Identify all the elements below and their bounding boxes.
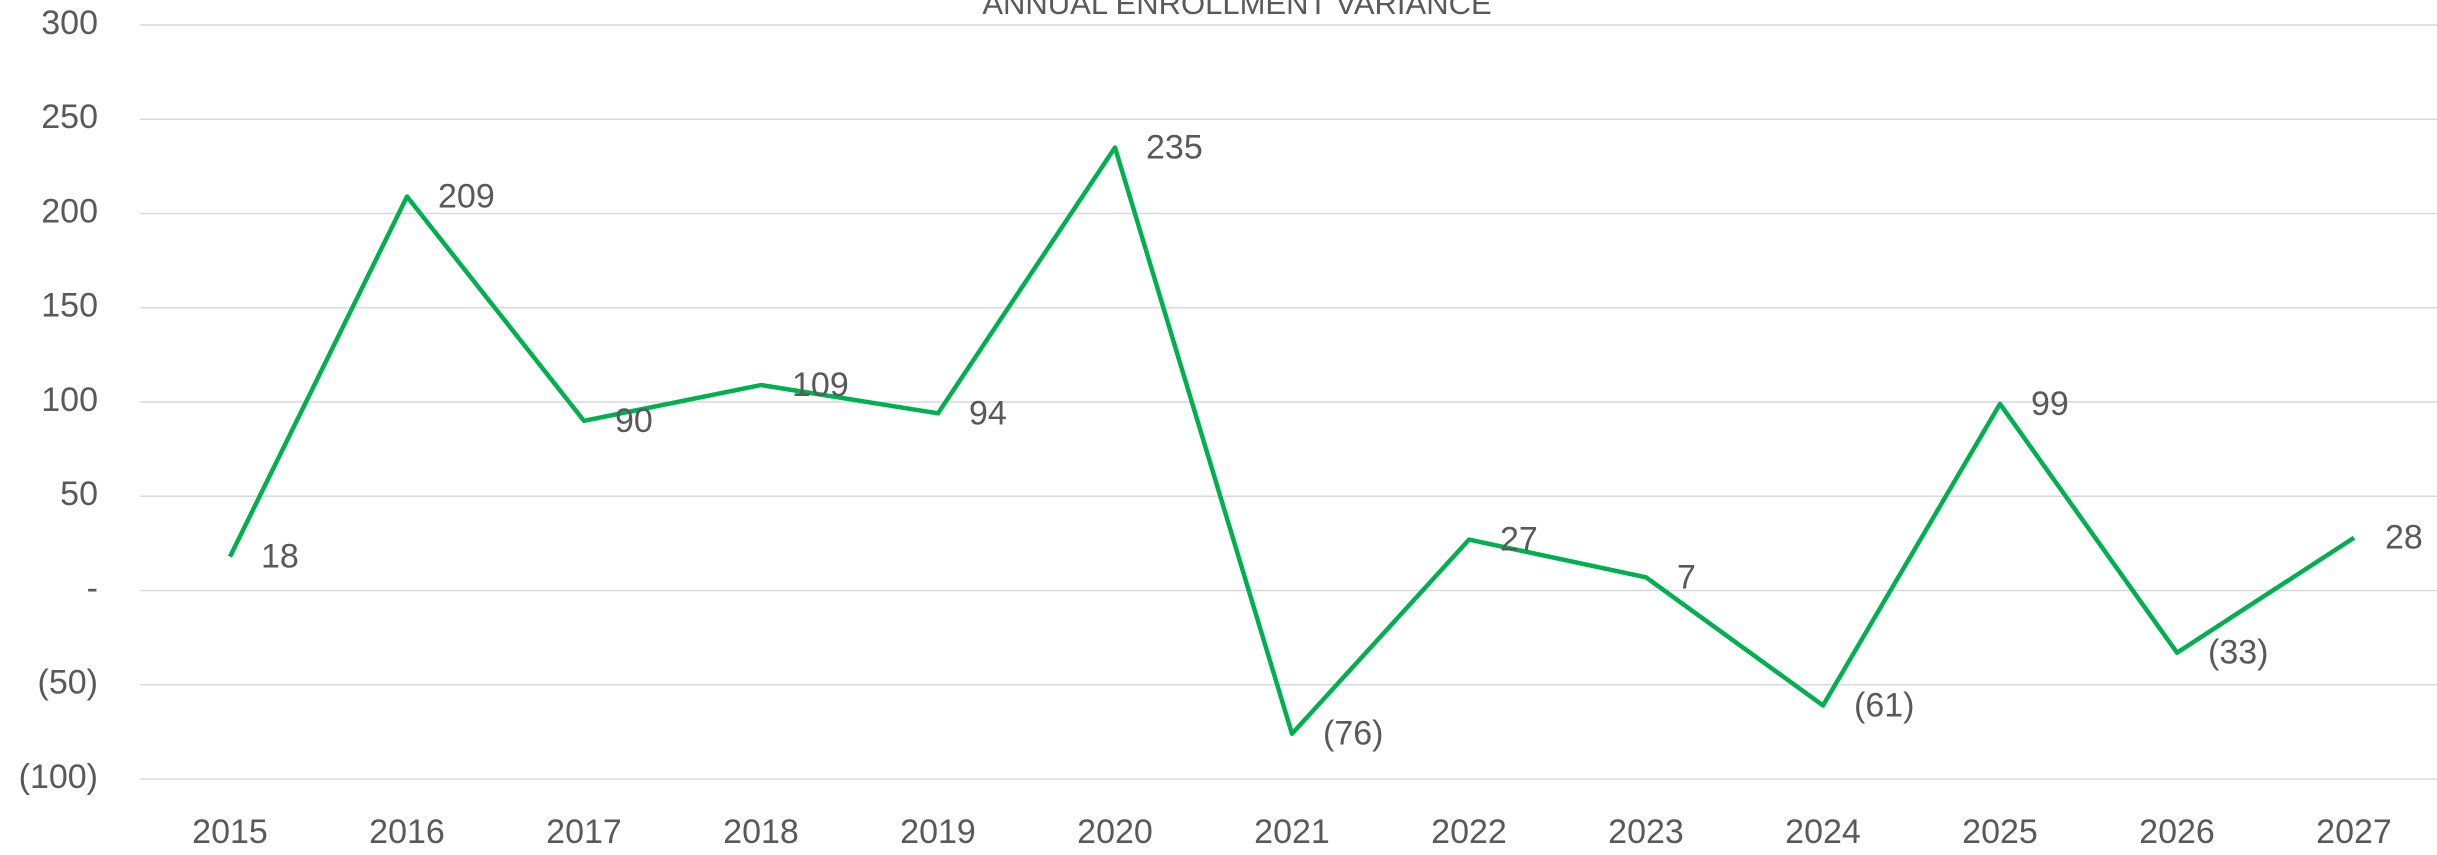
data-label: 18: [261, 538, 299, 576]
x-tick-label: 2019: [900, 813, 976, 851]
x-tick-label: 2026: [2139, 813, 2215, 851]
data-label: (33): [2208, 634, 2268, 672]
x-tick-label: 2022: [1431, 813, 1507, 851]
x-tick-label: 2024: [1785, 813, 1861, 851]
y-tick-label: 250: [41, 98, 98, 136]
x-tick-label: 2017: [546, 813, 622, 851]
x-tick-label: 2015: [192, 813, 268, 851]
y-tick-label: -: [87, 569, 98, 607]
data-label: 28: [2385, 519, 2423, 557]
y-tick-label: 150: [41, 287, 98, 325]
y-tick-label: 300: [41, 4, 98, 42]
y-tick-label: (100): [19, 758, 98, 796]
chart-title: ANNUAL ENROLLMENT VARIANCE: [982, 0, 1491, 21]
y-tick-label: 200: [41, 192, 98, 230]
data-label: (76): [1323, 715, 1383, 753]
x-tick-label: 2021: [1254, 813, 1330, 851]
data-label: 7: [1677, 558, 1696, 596]
data-label: 90: [615, 402, 653, 440]
x-tick-label: 2018: [723, 813, 799, 851]
data-line: [227, 145, 2356, 737]
x-tick-label: 2027: [2316, 813, 2392, 851]
data-label: 235: [1146, 129, 1203, 167]
y-tick-label: (50): [38, 664, 98, 702]
data-label: (61): [1854, 686, 1914, 724]
data-label: 109: [792, 366, 849, 404]
data-label: 94: [969, 394, 1007, 432]
x-tick-label: 2023: [1608, 813, 1684, 851]
x-tick-label: 2025: [1962, 813, 2038, 851]
data-label: 27: [1500, 521, 1538, 559]
y-tick-label: 100: [41, 381, 98, 419]
data-label: 209: [438, 178, 495, 216]
x-tick-label: 2020: [1077, 813, 1153, 851]
x-tick-label: 2016: [369, 813, 445, 851]
data-label: 99: [2031, 385, 2069, 423]
y-tick-label: 50: [60, 475, 98, 513]
